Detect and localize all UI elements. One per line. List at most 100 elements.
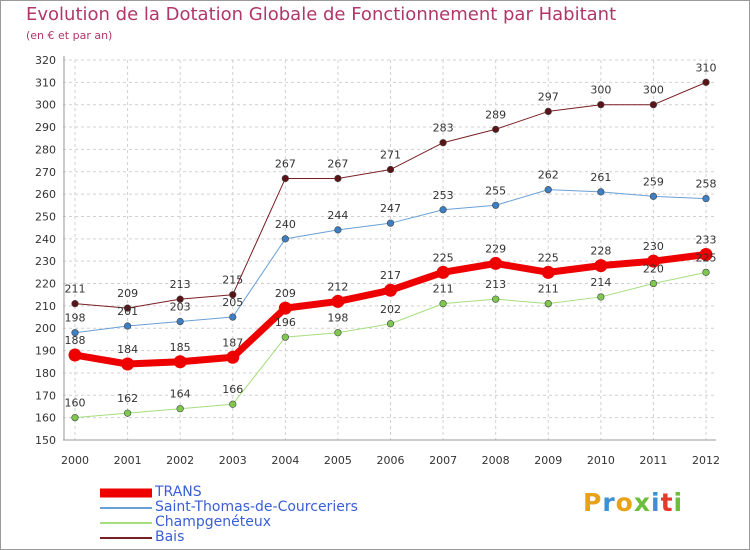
legend-swatch	[100, 536, 152, 539]
data-point	[226, 350, 240, 364]
data-label: 225	[538, 251, 559, 264]
data-point	[597, 101, 605, 109]
data-label: 198	[327, 312, 348, 325]
data-label: 211	[65, 283, 86, 296]
x-tick-label: 2005	[324, 454, 352, 467]
data-label: 233	[696, 233, 717, 246]
x-tick-label: 2003	[219, 454, 247, 467]
y-tick-label: 260	[35, 188, 56, 201]
data-label: 164	[170, 388, 191, 401]
logo-letter: t	[660, 488, 674, 517]
data-point	[489, 256, 503, 270]
data-point	[229, 313, 237, 321]
x-tick-label: 2006	[377, 454, 405, 467]
data-label: 228	[590, 245, 611, 258]
data-label: 188	[65, 334, 86, 347]
data-point	[702, 268, 710, 276]
data-label: 202	[380, 303, 401, 316]
data-label: 229	[485, 242, 506, 255]
x-tick-label: 2010	[587, 454, 615, 467]
x-tick-label: 2008	[482, 454, 510, 467]
data-point	[334, 329, 342, 337]
data-point	[229, 400, 237, 408]
data-label: 297	[538, 90, 559, 103]
x-tick-label: 2009	[534, 454, 562, 467]
logo-letter: o	[615, 488, 634, 517]
y-tick-label: 170	[35, 389, 56, 402]
legend-label: Bais	[155, 529, 185, 545]
data-label: 255	[485, 184, 506, 197]
data-label: 203	[170, 301, 191, 314]
data-point	[123, 304, 132, 312]
data-point	[334, 226, 342, 234]
data-point	[649, 101, 658, 109]
data-label: 160	[65, 397, 86, 410]
data-point	[646, 254, 660, 268]
data-point	[176, 405, 184, 413]
logo-letter: P	[583, 488, 603, 517]
data-label: 217	[380, 269, 401, 282]
legend-swatch	[100, 488, 152, 497]
y-tick-label: 190	[35, 345, 56, 358]
x-tick-label: 2012	[692, 454, 720, 467]
data-point	[439, 206, 447, 214]
data-point	[68, 348, 82, 362]
x-tick-label: 2001	[114, 454, 142, 467]
data-label: 214	[590, 276, 611, 289]
data-label: 225	[433, 251, 454, 264]
legend-label: Saint-Thomas-de-Courceriers	[155, 499, 358, 515]
data-point	[278, 301, 292, 315]
y-tick-label: 210	[35, 300, 56, 313]
y-tick-label: 200	[35, 322, 56, 335]
data-label: 310	[696, 61, 717, 74]
proxiti-logo: Proxiti	[583, 488, 683, 517]
data-point	[541, 265, 555, 279]
data-label: 185	[170, 341, 191, 354]
data-label: 162	[117, 392, 138, 405]
data-point	[384, 283, 397, 297]
data-label: 240	[275, 218, 296, 231]
data-label: 267	[327, 157, 348, 170]
data-label: 213	[170, 278, 191, 291]
data-point	[71, 414, 79, 422]
data-label: 213	[485, 278, 506, 291]
chart-subtitle: (en € et par an)	[26, 29, 113, 42]
data-point	[386, 165, 395, 174]
data-point	[492, 201, 500, 209]
y-tick-label: 230	[35, 255, 56, 268]
data-label: 267	[275, 157, 296, 170]
data-point	[544, 186, 552, 194]
data-label: 225	[696, 251, 717, 264]
data-label: 209	[117, 287, 138, 300]
data-label: 258	[696, 178, 717, 191]
data-label: 211	[433, 283, 454, 296]
y-tick-label: 150	[35, 434, 56, 447]
data-point	[334, 174, 342, 183]
data-point	[71, 300, 79, 308]
data-label: 289	[485, 108, 506, 121]
data-label: 212	[327, 280, 348, 293]
data-label: 187	[222, 336, 243, 349]
x-tick-label: 2004	[271, 454, 299, 467]
data-point	[176, 317, 184, 326]
logo-letter: r	[602, 488, 616, 517]
y-tick-label: 180	[35, 367, 56, 380]
data-point	[281, 333, 289, 341]
data-label: 259	[643, 175, 664, 188]
data-point	[123, 322, 132, 330]
y-tick-label: 270	[35, 166, 56, 179]
data-point	[492, 125, 500, 133]
data-point	[123, 409, 132, 417]
data-label: 283	[433, 122, 454, 135]
legend-label: TRANS	[155, 484, 202, 500]
data-label: 215	[222, 274, 243, 287]
data-point	[71, 329, 79, 337]
data-point	[436, 265, 450, 279]
data-point	[281, 235, 289, 243]
data-point	[699, 247, 713, 261]
legend-swatch	[100, 521, 152, 524]
data-point	[439, 139, 447, 147]
data-point	[173, 355, 187, 369]
logo-letter: x	[633, 488, 651, 517]
